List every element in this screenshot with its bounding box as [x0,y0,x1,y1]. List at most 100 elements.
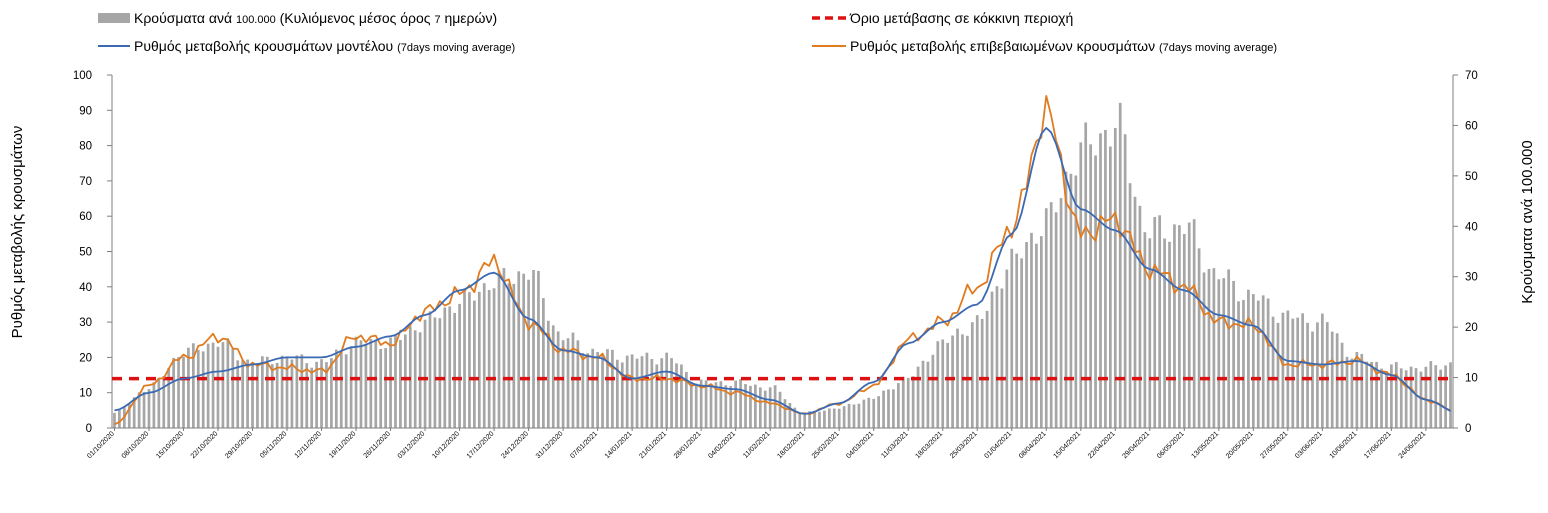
bar [665,352,668,428]
bar [946,342,950,428]
bar [384,348,387,428]
bar [586,353,590,428]
bar [162,376,166,428]
x-tick-label: 15/04/2021 [1052,430,1082,460]
bar [285,356,289,428]
bar [704,380,708,428]
bar [142,391,146,428]
bar [670,358,673,428]
bar [1197,248,1201,428]
bar [147,389,151,428]
bar [1217,279,1221,428]
bar [265,356,269,428]
bar [1291,318,1295,428]
x-tick-label: 06/05/2021 [1156,430,1186,460]
bar [842,406,846,428]
bar [847,403,851,428]
x-tick-label: 05/11/2020 [259,430,288,459]
bar [1385,371,1388,428]
x-tick-label: 21/01/2021 [638,430,668,460]
bar [1020,258,1023,428]
bar [1439,369,1443,428]
bar [1222,278,1226,428]
bar [546,320,550,428]
bar [818,411,821,428]
bar [685,371,688,428]
bar [1242,300,1245,428]
bar [1089,144,1092,428]
bar [1449,362,1452,428]
bar [1109,146,1112,428]
bar [1434,365,1438,428]
bar [527,279,530,428]
bar [517,271,521,428]
bar [640,356,644,428]
bar [611,349,614,428]
bar [132,397,136,428]
bar [1207,269,1211,428]
x-tick-label: 24/12/2020 [500,430,530,460]
bar [887,389,890,428]
bar [177,357,180,428]
bar [537,270,540,428]
bar [1227,269,1231,428]
bar [985,310,989,428]
bar [1153,217,1157,428]
bar [714,382,718,428]
bar [803,413,807,428]
x-tick-label: 25/02/2021 [811,430,841,460]
x-tick-label: 11/03/2021 [880,430,909,459]
bar [1365,361,1369,428]
bar [394,335,397,428]
bar [1311,331,1314,428]
bar [872,398,876,428]
bar [453,312,456,428]
y-right-tick-label: 10 [1465,373,1478,385]
axes: 0 10 20 30 40 50 60 70 80 90 100 0 10 20 30 40 50 60 70 [73,70,1478,435]
x-tick-label: 10/12/2020 [431,430,461,460]
bar [734,380,738,428]
bar [749,385,752,428]
y-left-tick-label: 90 [79,105,92,117]
y-left-tick-label: 40 [79,282,92,294]
bar [1266,298,1270,428]
bar [921,360,925,428]
bar [916,366,920,428]
bar [1005,269,1009,428]
bar [502,268,506,428]
y-right-tick-label: 40 [1465,221,1478,233]
y-left-tick-label: 80 [79,141,92,153]
bar [1202,272,1206,428]
bar [961,334,964,428]
bar [1079,142,1083,428]
bar [270,364,274,428]
bar [1064,171,1068,428]
bar [1330,331,1334,428]
bar [1414,368,1418,428]
bar [793,407,797,428]
x-tick-label: 14/01/2021 [604,430,634,460]
bar [615,359,619,428]
bar [1000,288,1004,428]
bar [300,354,304,428]
bar [443,307,447,428]
bar [290,359,294,428]
bar [349,346,353,428]
x-tick-label: 04/03/2021 [845,430,875,460]
bar [798,412,802,428]
bar [413,330,417,428]
bar [1444,365,1447,428]
x-tick-label: 18/02/2021 [776,430,806,460]
y-left-tick-label: 100 [73,70,92,82]
bar [330,358,333,428]
bar [339,350,343,428]
bar [1039,236,1043,428]
bar [167,367,171,428]
bar [837,408,841,428]
y-left-tick-label: 30 [79,317,92,329]
bar [1321,313,1324,428]
bar [251,364,254,428]
bar [1251,294,1255,428]
bar [966,335,969,428]
